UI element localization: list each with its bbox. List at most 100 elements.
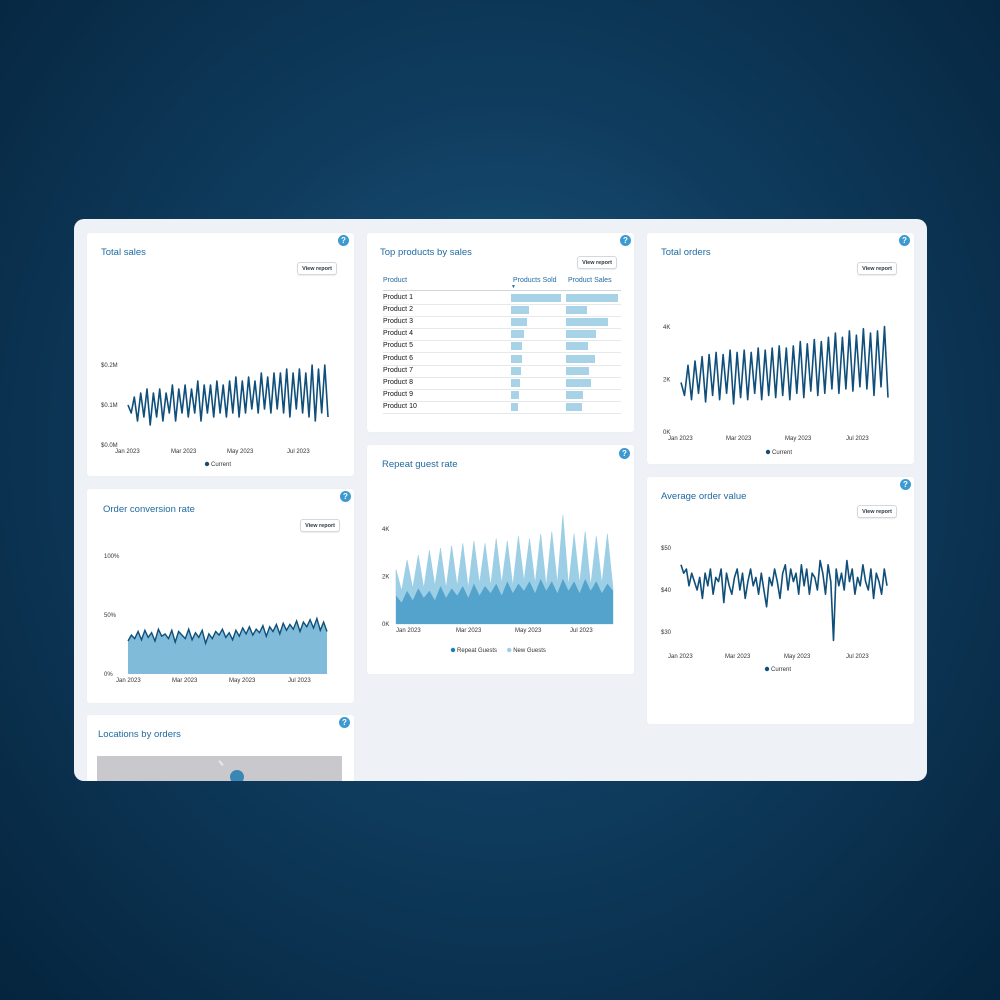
table-row[interactable]: Product 8: [383, 377, 621, 390]
sort-indicator: ▼: [511, 284, 516, 290]
product-sales-bar: [566, 354, 596, 363]
products-sold-bar: [511, 342, 522, 351]
view-report-button[interactable]: View report: [297, 262, 337, 275]
legend-label: New Guests: [513, 648, 546, 654]
table-row[interactable]: Product 10: [383, 401, 621, 414]
table-row[interactable]: Product 3: [383, 316, 621, 330]
table-row[interactable]: Product 7: [383, 365, 621, 378]
x-tick-label: Jul 2023: [287, 449, 310, 455]
total-sales-chart: $0.0M $0.1M $0.2M Jan 2023 Mar 2023 May 2023 J…: [101, 363, 329, 468]
y-tick-label: $0.1M: [101, 403, 118, 409]
x-tick-label: Jul 2023: [570, 628, 593, 634]
x-tick-label: Jan 2023: [668, 436, 693, 442]
card-title: Locations by orders: [98, 729, 181, 740]
order-conversion-card: Order conversion rate ? View report 0% 50…: [87, 489, 354, 703]
locations-map[interactable]: [97, 756, 342, 781]
y-tick-label: $50: [661, 546, 672, 552]
product-name: Product 9: [383, 390, 413, 398]
product-sales-bar: [566, 366, 590, 375]
x-tick-label: Jan 2023: [115, 449, 140, 455]
x-tick-label: May 2023: [229, 678, 256, 684]
table-row[interactable]: Product 9: [383, 389, 621, 402]
series-line-current: [680, 325, 889, 405]
products-sold-bar: [511, 390, 519, 399]
y-tick-label: $40: [661, 588, 672, 594]
y-tick-label: $30: [661, 630, 672, 636]
avg-order-value-chart: $30 $40 $50 Jan 2023 Mar 2023 May 2023 Jul 202…: [661, 546, 888, 673]
y-tick-label: 4K: [382, 527, 389, 533]
product-name: Product 2: [383, 306, 413, 314]
repeat-guest-card: Repeat guest rate ? 0K 2K 4K Jan 2023 Mar 20…: [367, 445, 634, 674]
x-tick-label: Mar 2023: [726, 436, 752, 442]
dashboard: Total sales ? View report $0.0M $0.1M $0.2…: [74, 219, 927, 781]
y-tick-label: 0%: [104, 672, 113, 678]
product-sales-bar: [566, 378, 591, 387]
view-report-button[interactable]: View report: [857, 505, 897, 518]
x-tick-label: Mar 2023: [725, 654, 751, 660]
help-icon[interactable]: ?: [340, 491, 351, 502]
view-report-button[interactable]: View report: [300, 519, 340, 532]
map-landmass: [218, 760, 224, 766]
product-sales-bar: [566, 318, 608, 327]
order-conversion-chart: 0% 50% 100% Jan 2023 Mar 2023 May 2023 Jul 202…: [104, 554, 328, 684]
product-name: Product 6: [383, 354, 413, 362]
products-sold-bar: [511, 306, 529, 315]
product-sales-bar: [566, 306, 587, 315]
product-name: Product 10: [383, 402, 417, 410]
products-sold-bar: [511, 378, 520, 387]
help-icon[interactable]: ?: [338, 235, 349, 246]
legend-label: Repeat Guests: [457, 648, 497, 654]
top-products-card: Top products by sales ? View report Prod…: [367, 233, 634, 432]
product-sales-bar: [566, 330, 597, 339]
view-report-button[interactable]: View report: [857, 262, 897, 275]
product-name: Product 4: [383, 330, 413, 338]
legend-label: Current: [211, 462, 231, 468]
products-sold-bar: [511, 318, 527, 327]
y-tick-label: $0.2M: [101, 363, 118, 369]
column-header-product[interactable]: Product: [383, 277, 408, 284]
products-sold-bar: [511, 366, 521, 375]
help-icon[interactable]: ?: [899, 235, 910, 246]
legend-label: Current: [772, 450, 792, 456]
card-title: Top products by sales: [380, 247, 472, 258]
x-tick-label: May 2023: [515, 628, 542, 634]
x-tick-label: Jul 2023: [846, 436, 869, 442]
total-orders-chart: 0K 2K 4K Jan 2023 Mar 2023 May 2023 Jul 2023 Cu…: [663, 325, 889, 456]
x-tick-label: Jan 2023: [668, 654, 693, 660]
products-sold-bar: [511, 354, 522, 363]
table-row[interactable]: Product 5: [383, 340, 621, 354]
location-marker[interactable]: [230, 770, 244, 781]
product-name: Product 7: [383, 366, 413, 374]
card-title: Total orders: [661, 247, 711, 258]
legend-marker: [204, 461, 210, 467]
help-icon[interactable]: ?: [900, 479, 911, 490]
table-row[interactable]: Product 1: [383, 292, 621, 305]
repeat-guest-chart: 0K 2K 4K Jan 2023 Mar 2023 May 2023 Jul 2023 Re…: [382, 514, 614, 654]
help-icon[interactable]: ?: [339, 717, 350, 728]
x-tick-label: Mar 2023: [171, 449, 197, 455]
legend-marker: [764, 666, 770, 672]
table-row[interactable]: Product 2: [383, 304, 621, 318]
legend-marker: [765, 449, 771, 455]
column-header-products-sold[interactable]: Products Sold: [513, 277, 557, 284]
legend-label: Current: [771, 667, 791, 673]
help-icon[interactable]: ?: [619, 448, 630, 459]
column-header-product-sales[interactable]: Product Sales: [568, 277, 612, 284]
products-sold-bar: [511, 402, 518, 411]
x-tick-label: Mar 2023: [456, 628, 482, 634]
x-tick-label: May 2023: [785, 436, 812, 442]
card-title: Total sales: [101, 247, 146, 258]
table-row[interactable]: Product 4: [383, 328, 621, 342]
product-sales-bar: [566, 342, 588, 351]
series-area-repeat-guests: [396, 578, 613, 624]
product-sales-bar: [566, 402, 583, 411]
view-report-button[interactable]: View report: [577, 256, 617, 269]
x-tick-label: Mar 2023: [172, 678, 198, 684]
y-tick-label: 0K: [382, 622, 389, 628]
help-icon[interactable]: ?: [620, 235, 631, 246]
table-row[interactable]: Product 6: [383, 353, 621, 366]
y-tick-label: 0K: [663, 430, 670, 436]
y-tick-label: 2K: [663, 378, 670, 384]
x-tick-label: Jan 2023: [396, 628, 421, 634]
x-tick-label: May 2023: [227, 449, 254, 455]
